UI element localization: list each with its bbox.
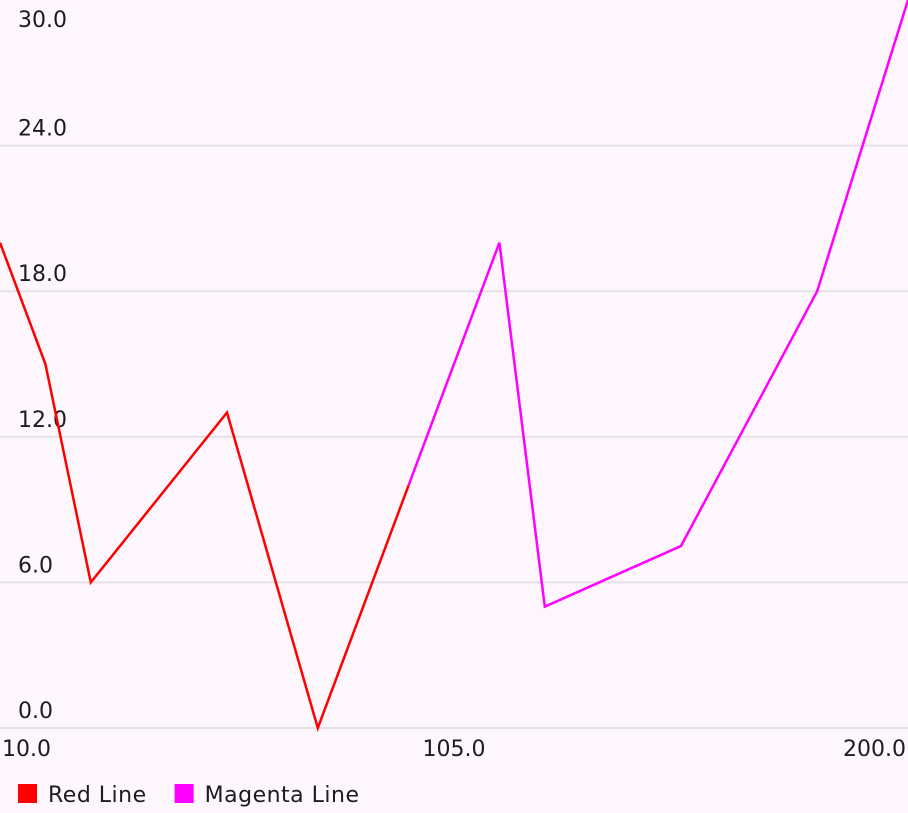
y-tick-label-4: 24.0 — [18, 117, 67, 142]
y-tick-label-0: 0.0 — [18, 699, 53, 724]
y-tick-label-1: 6.0 — [18, 553, 53, 578]
x-axis-tick-labels: 10.0 105.0 200.0 — [2, 737, 906, 762]
legend-label-0: Red Line — [48, 783, 147, 808]
legend-swatch-0 — [18, 784, 37, 803]
grid-lines — [0, 144, 908, 729]
y-tick-label-3: 18.0 — [18, 262, 67, 287]
series-lines — [0, 0, 908, 732]
y-tick-label-5: 30.0 — [18, 8, 67, 33]
x-tick-label-2: 200.0 — [843, 737, 906, 762]
x-tick-label-0: 10.0 — [2, 737, 51, 762]
x-tick-label-1: 105.0 — [423, 737, 486, 762]
series-line-1 — [407, 0, 908, 609]
series-line-0 — [0, 242, 410, 732]
legend: Red Line Magenta Line — [18, 783, 360, 808]
legend-label-1: Magenta Line — [205, 783, 360, 808]
y-axis-tick-labels: 0.06.012.018.024.030.0 — [18, 8, 67, 724]
legend-swatch-1 — [174, 784, 194, 803]
